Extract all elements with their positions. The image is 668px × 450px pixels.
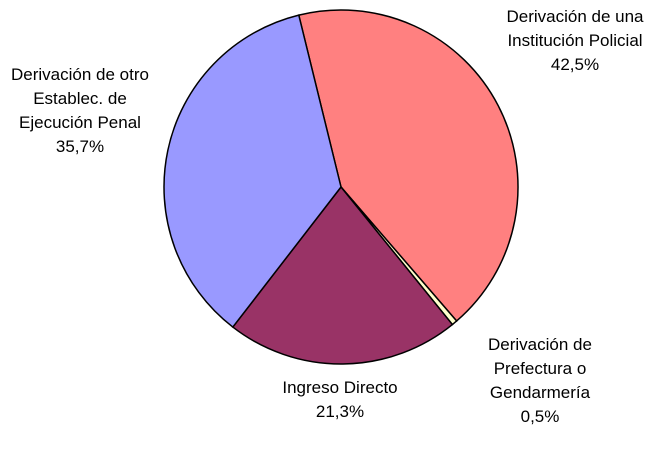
- pie-slice: [297, 9, 519, 323]
- category-label: Derivación de Prefectura o Gendarmería: [488, 335, 592, 402]
- category-label: Derivación de una Institución Policial: [506, 7, 644, 50]
- category-label: Derivación de otro Establec. de Ejecució…: [11, 65, 149, 132]
- slice-label: Derivación de una Institución Policial 42…: [490, 5, 660, 77]
- category-label: Ingreso Directo: [282, 378, 398, 397]
- slice-label: Ingreso Directo 21,3%: [265, 376, 415, 424]
- slice-label: Derivación de otro Establec. de Ejecució…: [0, 63, 160, 159]
- value-label: 21,3%: [315, 402, 365, 421]
- value-label: 35,7%: [55, 137, 105, 156]
- pie-slice: [231, 185, 454, 365]
- slice-label: Derivación de Prefectura o Gendarmería 0,…: [465, 333, 615, 429]
- value-label: 42,5%: [550, 55, 600, 74]
- pie-slice: [163, 14, 342, 329]
- value-label: 0,5%: [520, 407, 560, 426]
